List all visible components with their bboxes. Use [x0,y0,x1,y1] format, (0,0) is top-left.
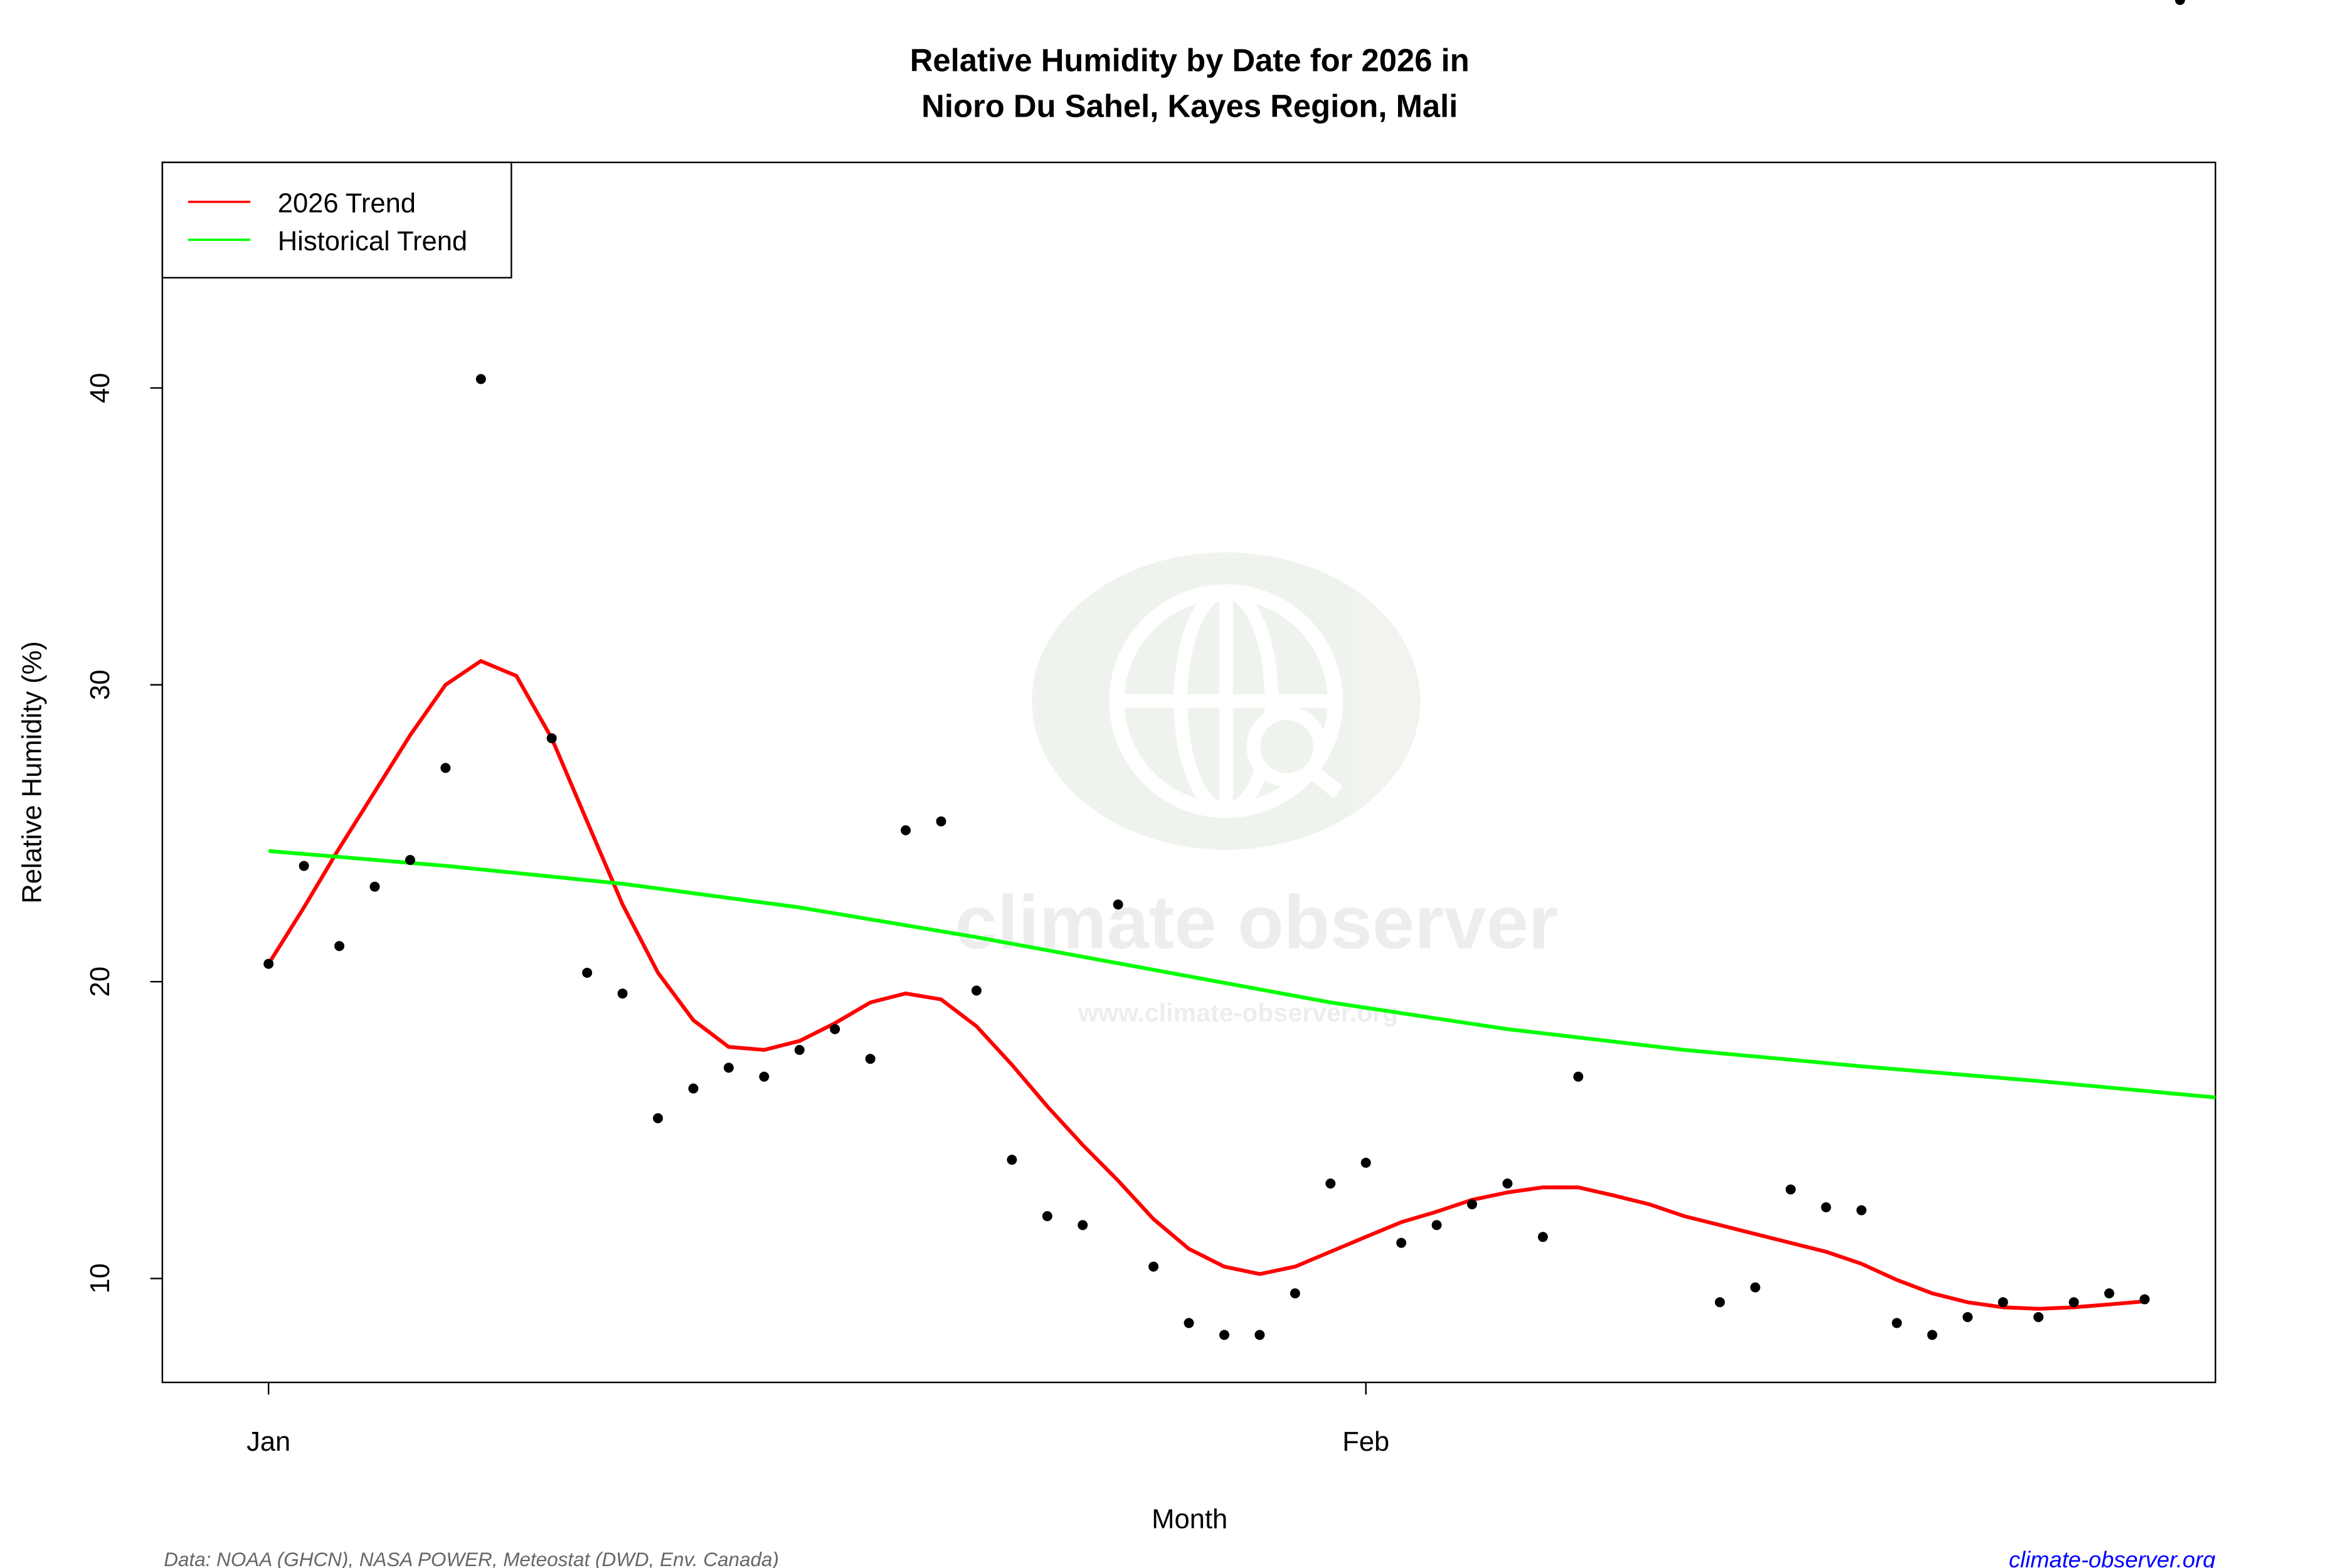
data-point [723,1062,734,1073]
data-point [759,1071,770,1082]
data-point [263,958,274,969]
data-point [2033,1311,2044,1322]
legend-label-2026: 2026 Trend [278,189,416,219]
data-point [1750,1282,1761,1293]
watermark: climate observer www.climate-observer.or… [955,552,1558,1027]
data-point [2104,1288,2114,1299]
watermark-url: www.climate-observer.org [1078,998,1398,1027]
data-point [1537,1232,1548,1242]
data-point [1184,1318,1194,1328]
data-point [936,816,946,827]
data-point [1786,1184,1796,1195]
data-point [1927,1330,1937,1340]
data-point [1573,1071,1584,1082]
y-tick-label: 20 [85,967,115,997]
data-point [1042,1211,1052,1222]
footer-source: Data: NOAA (GHCN), NASA POWER, Meteostat… [164,1549,779,1568]
legend-label-historical: Historical Trend [278,226,467,257]
data-point [1963,1311,1973,1322]
data-point [1998,1297,2008,1308]
data-point [334,941,345,951]
data-point [617,988,628,999]
data-point [1892,1318,1902,1328]
data-point [1219,1330,1229,1340]
chart-title: Relative Humidity by Date for 2026 in [910,43,1470,78]
y-axis-label: Relative Humidity (%) [17,641,47,903]
x-tick-label: Feb [1342,1427,1389,1457]
data-point [971,985,982,996]
data-point [1467,1199,1478,1210]
data-point [653,1113,663,1123]
data-point [405,855,415,866]
x-tick-label: Jan [246,1427,290,1457]
data-point [582,967,593,978]
data-point [546,733,557,744]
trend-2026-line [267,659,2145,1311]
y-tick-label: 10 [85,1263,115,1293]
x-axis-label: Month [1152,1504,1227,1534]
data-point [2069,1297,2079,1308]
data-point [1325,1178,1336,1189]
y-tick-label: 30 [85,670,115,700]
data-point [1502,1178,1513,1189]
data-point [688,1083,699,1094]
data-point [830,1024,840,1034]
data-point [1007,1155,1017,1165]
data-point [1715,1297,1725,1308]
data-point [1856,1205,1867,1216]
legend: 2026 Trend Historical Trend [161,161,512,278]
data-point [901,825,911,835]
y-tick-label: 40 [85,373,115,403]
data-point [1254,1330,1265,1340]
data-point [1396,1237,1407,1248]
data-point [2175,0,2185,6]
data-point [1821,1202,1831,1212]
data-point [299,861,309,871]
historical-trend-line [268,849,2216,1099]
data-point [865,1054,876,1064]
data-point [1360,1157,1371,1168]
chart-subtitle: Nioro Du Sahel, Kayes Region, Mali [921,88,1458,124]
data-point [1431,1220,1442,1231]
data-point [1113,899,1123,910]
watermark-text: climate observer [955,879,1558,965]
data-point [1148,1261,1159,1272]
data-point [1290,1288,1300,1299]
data-point [1078,1220,1088,1231]
data-point [475,374,486,384]
data-point [440,763,451,773]
footer-site-link[interactable]: climate-observer.org [2009,1547,2215,1568]
data-point [369,881,380,892]
data-point [2139,1294,2150,1305]
plot-area [161,161,2217,1384]
data-point [794,1045,805,1055]
